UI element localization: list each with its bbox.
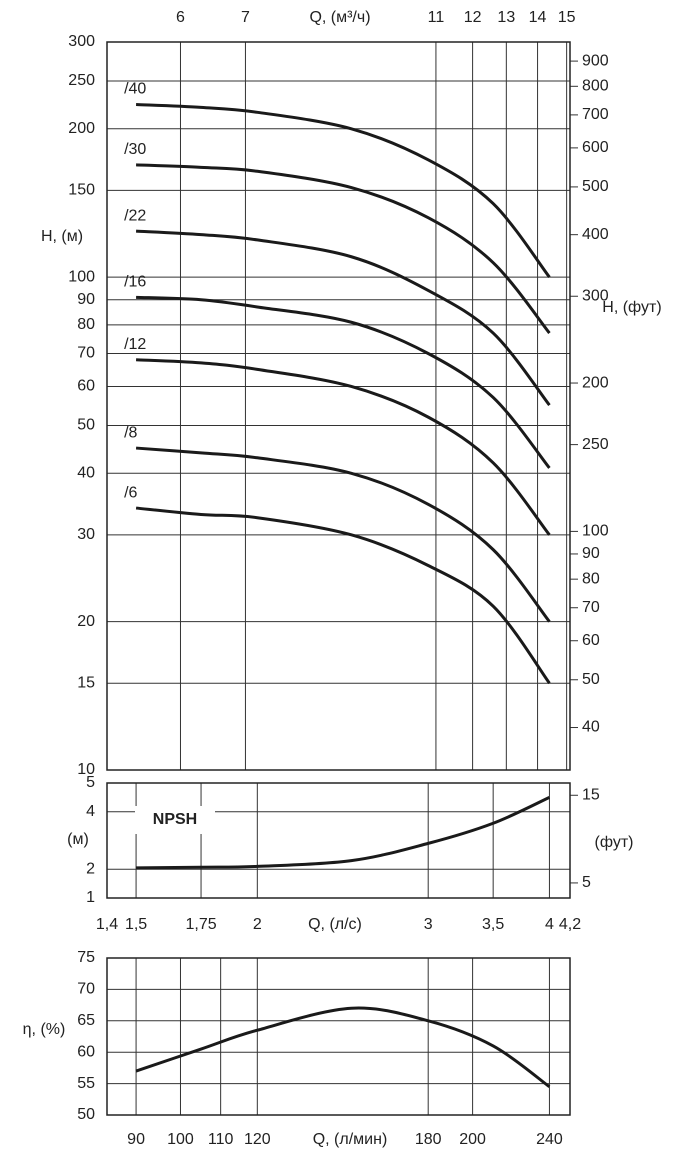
annotation-bg xyxy=(135,806,215,834)
x2-tick-label: 14 xyxy=(529,9,547,26)
x-tick-label: 3,5 xyxy=(482,916,504,933)
x-tick-label: 4 xyxy=(545,916,554,933)
y2-tick-label: 70 xyxy=(582,599,600,616)
y-tick-label: 30 xyxy=(77,526,95,543)
y2-tick-label: 50 xyxy=(582,671,600,688)
y2-tick-label: 700 xyxy=(582,106,609,123)
y-axis-title: H, (м) xyxy=(41,228,83,245)
y2-tick-label: 400 xyxy=(582,226,609,243)
y-tick-label: 40 xyxy=(77,464,95,481)
y2-tick-label: 60 xyxy=(582,632,600,649)
y-tick-label: 2 xyxy=(86,860,95,877)
x2-tick-label: 7 xyxy=(241,9,250,26)
y-tick-label: 250 xyxy=(68,72,95,89)
x-tick-label: 1,5 xyxy=(125,916,147,933)
y-tick-label: 10 xyxy=(77,761,95,778)
y-tick-label: 300 xyxy=(68,33,95,50)
curve xyxy=(136,163,551,335)
y2-tick-label: 900 xyxy=(582,52,609,69)
x2-tick-label: 15 xyxy=(558,9,576,26)
y2-tick-label: 100 xyxy=(582,523,609,540)
curve-label: /22 xyxy=(124,207,146,224)
curve xyxy=(135,1006,551,1088)
y-tick-label: 150 xyxy=(68,182,95,199)
curve xyxy=(136,796,551,870)
x-tick-label: 240 xyxy=(536,1131,563,1148)
y-axis-title: (м) xyxy=(67,831,89,848)
plot-frame xyxy=(106,957,571,1116)
plot-area xyxy=(107,958,570,1115)
y-tick-label: 65 xyxy=(77,1012,95,1029)
x-tick-label: 90 xyxy=(127,1131,145,1148)
x2-tick-label: 11 xyxy=(428,9,445,26)
y-tick-label: 200 xyxy=(68,120,95,137)
curve-label: /30 xyxy=(124,141,146,158)
y-tick-label: 1 xyxy=(86,889,95,906)
annotation: NPSH xyxy=(153,811,197,828)
curve xyxy=(135,229,551,407)
y-tick-label: 70 xyxy=(77,345,95,362)
plot-frame xyxy=(106,782,571,899)
y2-tick-label: 40 xyxy=(582,719,600,736)
curve-label: /6 xyxy=(124,484,137,501)
curve-label: /12 xyxy=(124,336,146,353)
y2-tick-label: 250 xyxy=(582,436,609,453)
curve-label: /8 xyxy=(124,424,137,441)
x-tick-label: 200 xyxy=(459,1131,486,1148)
y-tick-label: 80 xyxy=(77,316,95,333)
curve-label: /16 xyxy=(124,274,146,291)
y2-tick-label: 15 xyxy=(582,786,600,803)
y2-axis-title: (фут) xyxy=(595,834,634,851)
y-tick-label: 4 xyxy=(86,803,95,820)
curve xyxy=(135,446,551,623)
plot-area xyxy=(107,783,570,898)
plot-frame xyxy=(106,41,571,771)
x2-tick-label: 6 xyxy=(176,9,185,26)
y-tick-label: 90 xyxy=(77,291,95,308)
y2-tick-label: 80 xyxy=(582,570,600,587)
curve xyxy=(136,358,551,536)
x-tick-label: 3 xyxy=(424,916,433,933)
y-tick-label: 50 xyxy=(77,417,95,434)
curve xyxy=(135,506,551,685)
y2-tick-label: 5 xyxy=(582,874,591,891)
curve xyxy=(136,295,551,469)
x2-tick-label: 13 xyxy=(497,9,515,26)
x-tick-label: 120 xyxy=(244,1131,271,1148)
y-tick-label: 60 xyxy=(77,378,95,395)
y-tick-label: 70 xyxy=(77,981,95,998)
y-tick-label: 50 xyxy=(77,1106,95,1123)
x-tick-label: 2 xyxy=(253,916,262,933)
y2-tick-label: 90 xyxy=(582,545,600,562)
x2-axis-title: Q, (м³/ч) xyxy=(309,9,370,26)
x-tick-label: 110 xyxy=(208,1131,234,1148)
y2-tick-label: 300 xyxy=(582,287,609,304)
x2-tick-label: 12 xyxy=(464,9,482,26)
x-tick-label: 4,2 xyxy=(559,916,581,933)
y2-tick-label: 600 xyxy=(582,139,609,156)
y-tick-label: 55 xyxy=(77,1075,95,1092)
plot-area xyxy=(107,42,570,770)
x-tick-label: 100 xyxy=(167,1131,194,1148)
y2-tick-label: 500 xyxy=(582,178,609,195)
y-axis-title: η, (%) xyxy=(23,1021,66,1038)
x-axis-title: Q, (л/мин) xyxy=(313,1131,388,1148)
y-tick-label: 20 xyxy=(77,613,95,630)
y-tick-label: 75 xyxy=(77,949,95,966)
y-tick-label: 60 xyxy=(77,1043,95,1060)
x-tick-label: 180 xyxy=(415,1131,442,1148)
y2-axis-title: H, (фут) xyxy=(602,299,661,316)
curve-label: /40 xyxy=(124,81,146,98)
x-tick-label: 1,75 xyxy=(185,916,216,933)
y-tick-label: 5 xyxy=(86,774,95,791)
y-tick-label: 15 xyxy=(77,674,95,691)
x-axis-title: Q, (л/с) xyxy=(308,916,362,933)
y2-tick-label: 200 xyxy=(582,374,609,391)
curve xyxy=(136,103,551,279)
x-tick-label: 1,4 xyxy=(96,916,118,933)
y2-tick-label: 800 xyxy=(582,78,609,95)
y-tick-label: 100 xyxy=(68,268,95,285)
